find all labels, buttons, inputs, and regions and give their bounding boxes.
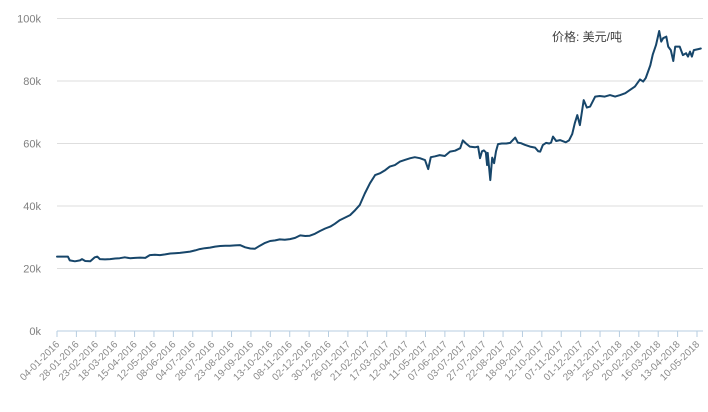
- legend-label: 价格: 美元/吨: [552, 30, 623, 44]
- y-axis-tick-label: 40k: [23, 201, 41, 213]
- price-line: [56, 30, 702, 263]
- y-axis-tick-label: 60k: [23, 139, 41, 151]
- y-axis-tick-label: 100k: [17, 14, 41, 26]
- y-axis-tick-label: 20k: [23, 264, 41, 276]
- y-axis-tick-label: 0k: [29, 326, 41, 338]
- y-axis-tick-label: 80k: [23, 76, 41, 88]
